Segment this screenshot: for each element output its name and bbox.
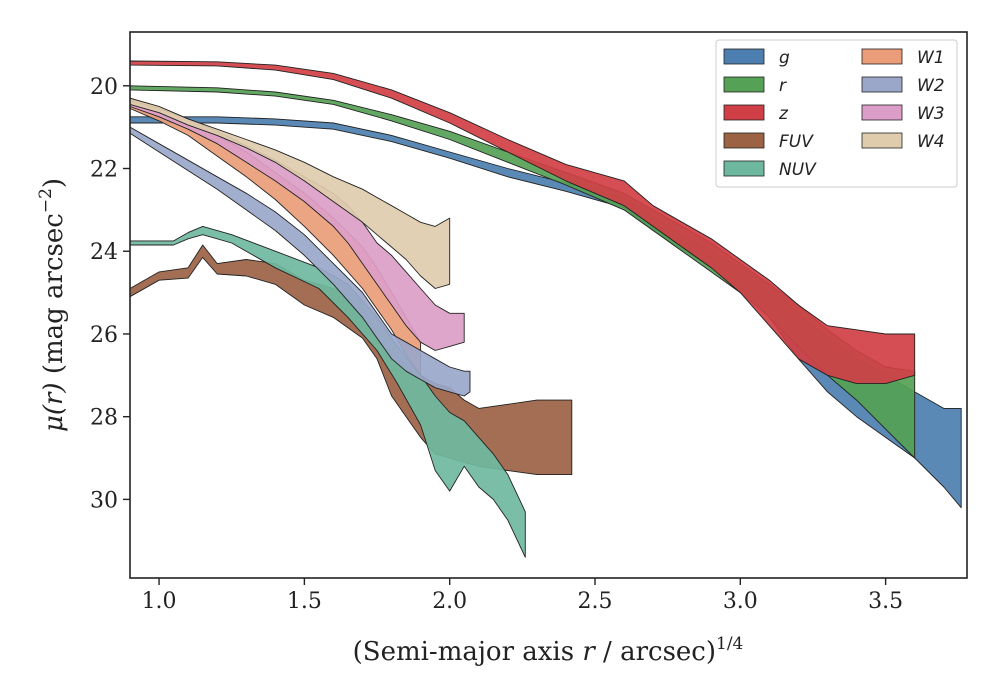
legend-label-W3: W3 [917, 104, 945, 124]
x-axis-title: (Semi-major axis r / arcsec)1/4 [353, 634, 744, 667]
y-axis-title: μ(r) (mag arcsec−2) [36, 178, 69, 432]
legend-swatch-W2 [861, 76, 903, 93]
legend-label-z: z [778, 104, 789, 124]
plot-frame [129, 31, 968, 579]
legend-swatch-FUV [723, 132, 765, 149]
x-tick-label: 1.0 [142, 589, 177, 614]
legend-swatch-g [723, 48, 765, 65]
legend-label-FUV: FUV [779, 132, 814, 152]
legend-swatch-W1 [861, 48, 903, 65]
band-FUV [129, 244, 573, 476]
y-tick-label: 28 [90, 406, 118, 431]
legend-swatch-W3 [861, 104, 903, 121]
x-tick-label: 2.5 [578, 589, 613, 614]
legend-label-W4: W4 [917, 132, 945, 152]
legend-label-NUV: NUV [779, 160, 817, 180]
legend-swatch-NUV [723, 160, 765, 177]
legend: grz FUV NUV W1 W2 W3 W4 [715, 39, 958, 188]
legend-swatch-r [723, 76, 765, 93]
x-axis: 1.0 1.5 2.0 2.5 3.0 3.5 [142, 578, 903, 614]
y-tick-label: 22 [90, 158, 118, 183]
y-tick-label: 24 [90, 240, 118, 265]
band-W2 [129, 126, 471, 397]
data-bands [129, 60, 962, 558]
y-tick-label: 26 [90, 323, 118, 348]
legend-swatch-W4 [861, 132, 903, 149]
x-tick-label: 1.5 [287, 589, 322, 614]
legend-label-g: g [779, 48, 790, 68]
y-axis: 20 22 24 26 28 30 [90, 75, 130, 513]
legend-label-W1: W1 [917, 48, 945, 68]
x-tick-label: 2.0 [432, 589, 467, 614]
y-tick-label: 20 [90, 75, 118, 100]
legend-swatch-z [723, 104, 765, 121]
band-z [129, 60, 916, 385]
band-W4 [129, 97, 451, 289]
x-tick-label: 3.5 [868, 589, 903, 614]
legend-label-W2: W2 [917, 76, 945, 96]
x-tick-label: 3.0 [723, 589, 758, 614]
y-tick-label: 30 [90, 488, 118, 513]
legend-label-r: r [779, 76, 787, 96]
